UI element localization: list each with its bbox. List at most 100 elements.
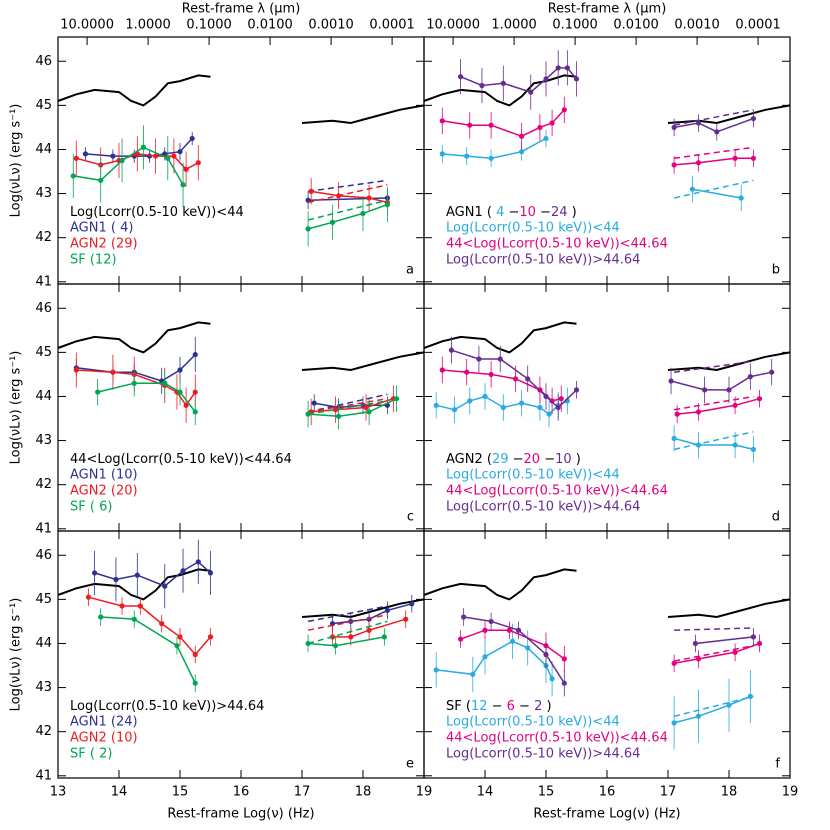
data-point [180,182,186,188]
series-line [436,395,754,451]
y-tick-label: 42 [35,724,52,739]
data-point [695,409,702,415]
data-point [195,160,201,166]
dashed-line [307,199,388,221]
data-point [195,559,201,565]
data-point [482,654,488,660]
data-point [192,651,198,658]
data-point [464,153,470,159]
x-tick-label: 17 [660,785,677,800]
data-point [336,193,342,199]
data-point [497,356,503,362]
y-axis-title: Log(νLν) (erg s⁻¹) [9,351,24,465]
data-point [479,82,485,89]
data-point [512,376,519,382]
data-point [140,144,146,150]
data-point [747,374,753,380]
legend-header-part: Log(Lcorr(0.5-10 keV))<44 [70,205,244,220]
x2-axis-title: Rest-frame λ (μm) [548,2,667,17]
data-point [183,402,189,408]
x-tick-label: 18 [355,785,372,800]
legend-entry: Log(Lcorr(0.5-10 keV))<44 [446,221,620,236]
data-point [366,409,372,415]
data-point [192,409,198,415]
data-point [171,153,177,159]
data-point [192,351,198,358]
legend-header-part: − [504,205,519,220]
y-tick-label: 45 [35,98,52,113]
legend-header-part: ) [568,205,577,220]
data-point [329,621,336,627]
legend-header: Log(Lcorr(0.5-10 keV))<44 [70,205,244,220]
legend-entry: AGN1 (10) [70,468,138,483]
data-point [332,643,339,649]
data-point [92,570,98,576]
data-point [674,411,680,417]
data-point [692,640,699,647]
dashed-line [307,605,388,623]
legend-header-part: − [509,452,524,467]
y-tick-label: 41 [35,521,52,536]
data-point [732,442,738,448]
y-tick-label: 43 [35,433,52,448]
x-tick-label: 19 [416,785,433,800]
y-tick-label: 44 [35,636,52,651]
panel: 10.0000 1.0000 0.1000 0.0100 0.0010 0.0001 Res… [423,2,791,285]
data-point [461,614,467,620]
data-point [451,407,458,413]
data-point [543,135,549,142]
data-point [555,404,561,411]
data-point [519,400,525,406]
legend-header-part: SF ( [446,699,471,714]
y-axis-title: Log(νLν) (erg s⁻¹) [9,104,24,218]
data-point [162,583,168,589]
data-point [439,367,445,373]
series-line [73,146,388,230]
x2-tick-label: 10.0000 [426,18,480,33]
data-point [458,636,464,642]
data-point [162,151,168,157]
data-point [500,404,506,411]
data-point [671,124,677,131]
data-point [98,177,104,183]
dashed-line [674,627,754,631]
legend-entry: 44<Log(Lcorr(0.5-10 keV))<44.64 [446,237,668,252]
data-point [183,166,189,172]
data-point [549,676,555,682]
dashed-line [673,695,754,718]
data-point [537,124,543,131]
y-tick-label: 41 [35,768,52,783]
x2-tick-label: 1.0000 [125,18,171,33]
legend-header-part: 12 [471,699,488,714]
data-point [732,155,738,161]
series-line [76,369,394,413]
data-point [305,411,311,417]
y-tick-label: 45 [35,592,52,607]
data-point [177,389,183,395]
data-point [82,151,89,157]
data-point [561,680,567,686]
data-point [537,404,543,411]
y-tick-label: 44 [35,389,52,404]
panel: 41 42 43 44 45 46 10.0000 1.0000 0.1000 0.0100 0.0… [9,2,425,289]
data-point [671,660,677,666]
series-line [100,616,385,684]
x2-tick-label: 1.0000 [491,18,537,33]
data-point [726,387,732,393]
legend-header-part: 10 [519,205,536,220]
legend-header-part: − [540,452,555,467]
data-point [162,380,168,386]
x2-tick-label: 0.0001 [735,18,781,33]
legend-header-part: − [487,699,502,714]
x-tick-label: 17 [294,785,311,800]
legend-entry: AGN1 ( 4) [70,221,133,236]
y-tick-label: 46 [35,301,52,316]
x-tick-label: 16 [233,785,250,800]
legend-entry: Log(Lcorr(0.5-10 keV))<44 [446,715,620,730]
data-point [113,576,119,583]
data-point [403,616,409,622]
data-point [110,369,116,375]
dashed-line [673,360,754,373]
data-point [756,396,763,402]
